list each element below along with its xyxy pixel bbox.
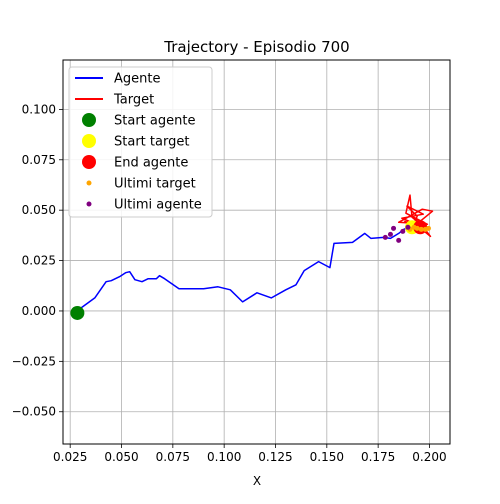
- x-tick-label: 0.025: [53, 450, 87, 464]
- x-tick-label: 0.075: [156, 450, 190, 464]
- series-point-ultimi-target: [418, 226, 424, 232]
- legend-swatch-start-agente: [82, 113, 96, 127]
- legend-label-target: Target: [113, 93, 154, 108]
- series-point-ultimi-agente: [400, 228, 406, 234]
- series-point-start-agente: [70, 305, 85, 320]
- y-tick-label: 0.100: [22, 102, 56, 116]
- legend-label-start-agente: Start agente: [114, 114, 195, 129]
- y-tick-label: 0.025: [22, 254, 56, 268]
- legend-label-ultimi-target: Ultimi target: [114, 177, 196, 192]
- y-tick-label: 0.050: [22, 203, 56, 217]
- legend-swatch-ultimi-agente: [86, 201, 92, 207]
- legend: Agente Target Start agente Start target End …: [68, 66, 213, 218]
- x-tick-label: 0.100: [207, 450, 241, 464]
- x-axis-label: X: [253, 474, 261, 488]
- series-point-ultimi-agente: [396, 237, 402, 243]
- series-point-ultimi-agente: [391, 225, 397, 231]
- series-line-agente: [75, 223, 425, 312]
- y-tick-label: 0.000: [22, 304, 56, 318]
- x-tick-label: 0.200: [412, 450, 446, 464]
- series-layer: [70, 194, 434, 320]
- legend-label-ultimi-agente: Ultimi agente: [114, 198, 202, 213]
- legend-swatch-start-target: [82, 134, 96, 148]
- chart-title: Trajectory - Episodio 700: [163, 38, 349, 56]
- y-tick-label: −0.050: [12, 405, 56, 419]
- legend-label-end-agente: End agente: [114, 156, 188, 171]
- legend-box: [68, 66, 213, 218]
- x-tick-label: 0.050: [104, 450, 138, 464]
- legend-label-start-target: Start target: [114, 135, 189, 150]
- legend-swatch-ultimi-target: [86, 180, 92, 186]
- legend-swatch-end-agente: [82, 155, 96, 169]
- x-tick-label: 0.150: [310, 450, 344, 464]
- series-point-ultimi-agente: [405, 224, 411, 230]
- axes: 0.025 0.050 0.075 0.100 0.125 0.150 0.175 0.200…: [12, 102, 447, 464]
- series-point-ultimi-target: [425, 225, 431, 231]
- y-tick-label: −0.025: [12, 354, 56, 368]
- series-point-ultimi-agente: [382, 234, 388, 240]
- plot-frame: [62, 59, 451, 445]
- series-point-ultimi-agente: [387, 231, 393, 237]
- x-tick-label: 0.125: [258, 450, 292, 464]
- y-tick-label: 0.075: [22, 153, 56, 167]
- legend-label-agente: Agente: [114, 72, 160, 87]
- grid: [63, 60, 450, 444]
- series-point-ultimi-target: [414, 225, 420, 231]
- x-tick-label: 0.175: [361, 450, 395, 464]
